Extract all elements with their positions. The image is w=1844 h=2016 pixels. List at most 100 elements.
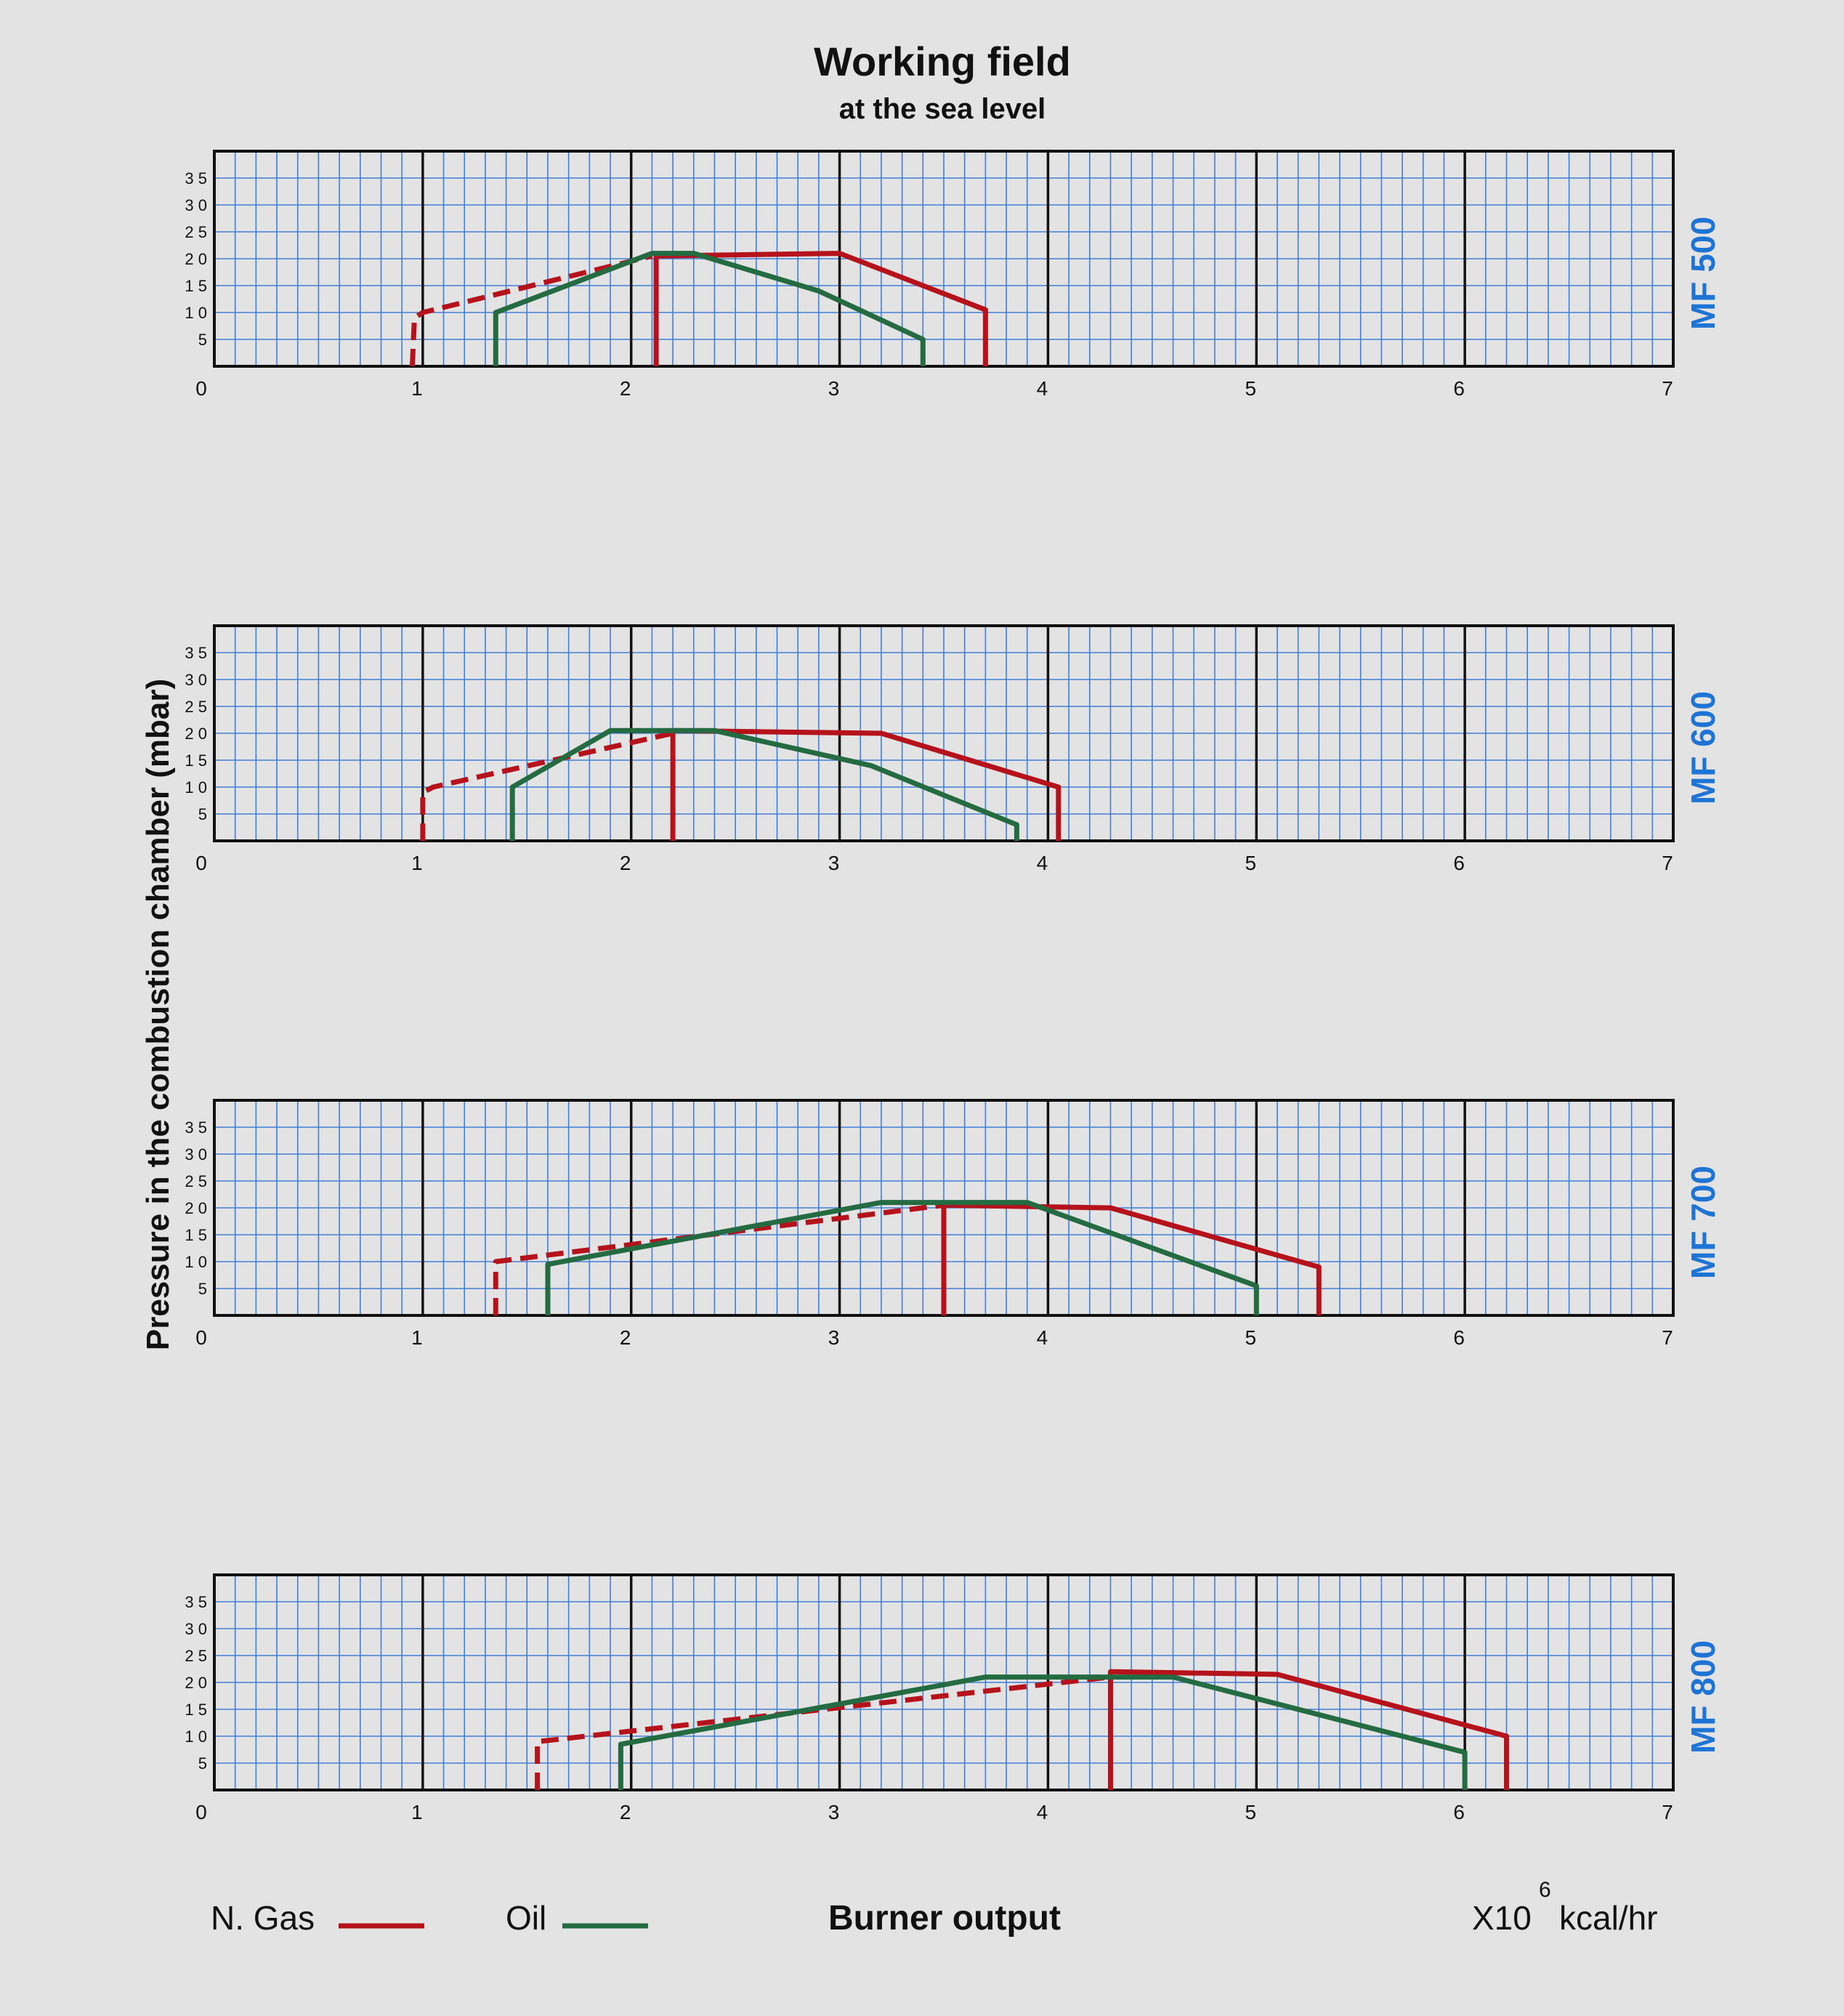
plot-frame (213, 624, 1675, 842)
chart-title: Working field (814, 39, 1071, 84)
grid (214, 151, 1673, 366)
x-axis-label: Burner output (828, 1899, 1061, 1938)
y-tick-label: 1 5 (185, 1226, 207, 1244)
gas-series-line (653, 251, 988, 366)
x-tick-label: 7 (1662, 1801, 1673, 1823)
gas-series-line (670, 727, 1061, 841)
gas-series-line (1108, 1669, 1509, 1790)
series-group (410, 251, 988, 367)
y-tick-label: 5 (198, 1280, 207, 1298)
x-tick-label: 1 (411, 852, 423, 874)
x-tick-label: 4 (1037, 1801, 1048, 1823)
gas-series-line (941, 1202, 1322, 1315)
y-tick-label: 2 5 (185, 223, 207, 241)
model-label: MF 500 (1684, 217, 1722, 330)
y-tick-label: 1 0 (185, 1253, 207, 1271)
x-tick-label: 5 (1245, 377, 1256, 400)
x-tick-label: 0 (195, 1801, 207, 1823)
series-group (535, 1669, 1509, 1790)
y-tick-label: 3 5 (185, 169, 207, 188)
x-tick-label: 2 (620, 1801, 631, 1823)
x-tick-label: 5 (1245, 1801, 1256, 1823)
y-tick-label: 1 5 (185, 751, 207, 770)
plot-frame (213, 150, 1675, 368)
x-tick-label: 4 (1037, 377, 1048, 400)
x-tick-label: 1 (411, 377, 423, 400)
x-tick-label: 7 (1662, 1326, 1673, 1349)
x-tick-label: 3 (828, 1326, 840, 1349)
y-tick-label: 3 0 (185, 671, 207, 689)
y-tick-label: 3 5 (185, 1593, 207, 1611)
y-tick-label: 3 0 (185, 196, 207, 214)
gas-series-line-dashed (420, 730, 674, 841)
y-tick-label: 2 5 (185, 698, 207, 716)
x-tick-label: 2 (620, 1326, 631, 1349)
x-tick-label: 4 (1037, 852, 1048, 874)
x-tick-label: 0 (195, 377, 207, 400)
legend: N. Gas Oil (211, 1899, 648, 1937)
grid (214, 1575, 1673, 1790)
y-tick-label: 3 0 (185, 1620, 207, 1638)
x-tick-label: 1 (411, 1326, 423, 1349)
x-tick-label: 7 (1662, 852, 1673, 874)
y-tick-label: 5 (198, 1754, 207, 1773)
x-tick-label: 0 (195, 1326, 207, 1349)
x-tick-label: 2 (620, 377, 631, 400)
x-tick-label: 3 (828, 377, 840, 400)
x-tick-label: 5 (1245, 852, 1256, 874)
gas-series-line-dashed (410, 253, 653, 367)
y-tick-label: 1 5 (185, 1701, 207, 1719)
series-group (493, 1200, 1322, 1315)
panel-mf-600: 5 1 0 1 5 2 0 2 5 3 0 3 5 0 1 2 3 4 5 6 7 MF 600 (185, 624, 1722, 874)
oil-series-line (545, 1200, 1259, 1315)
y-tick-label: 2 0 (185, 250, 207, 268)
series-group (420, 727, 1061, 841)
oil-series-line (509, 727, 1019, 841)
y-tick-label: 2 0 (185, 725, 207, 743)
y-tick-label: 3 0 (185, 1145, 207, 1164)
y-tick-label: 1 0 (185, 778, 207, 797)
plot-frame (213, 1573, 1675, 1791)
oil-series-line (618, 1674, 1468, 1790)
chart-panels: 5 1 0 1 5 2 0 2 5 3 0 3 5 0 1 2 3 4 5 6 7 MF 500 5 1 0 1 5… (185, 150, 1722, 1823)
y-tick-label: 2 5 (185, 1172, 207, 1190)
y-tick-label: 1 0 (185, 304, 207, 322)
oil-series-line (493, 251, 926, 366)
model-label: MF 600 (1684, 691, 1722, 805)
legend-label-oil: Oil (506, 1899, 546, 1937)
panel-mf-800: 5 1 0 1 5 2 0 2 5 3 0 3 5 0 1 2 3 4 5 6 7 MF 800 (185, 1573, 1722, 1823)
y-tick-label: 2 5 (185, 1647, 207, 1665)
y-tick-label: 1 5 (185, 277, 207, 295)
gas-series-line-dashed (535, 1674, 1111, 1790)
x-tick-label: 6 (1453, 1326, 1465, 1349)
x-tick-label: 2 (620, 852, 631, 874)
x-tick-label: 6 (1453, 1801, 1465, 1823)
chart-subtitle: at the sea level (839, 93, 1046, 125)
legend-label-gas: N. Gas (211, 1899, 315, 1937)
x-tick-label: 1 (411, 1801, 423, 1823)
gas-series-line-dashed (493, 1202, 945, 1315)
grid (214, 626, 1673, 841)
y-axis-label: Pressure in the combustion chamber (mbar… (140, 679, 176, 1350)
y-tick-label: 5 (198, 805, 207, 823)
x-tick-label: 6 (1453, 852, 1465, 874)
x-tick-label: 4 (1037, 1326, 1048, 1349)
x-tick-label: 6 (1453, 377, 1465, 400)
x-tick-label: 3 (828, 1801, 840, 1823)
y-tick-label: 1 0 (185, 1727, 207, 1746)
y-tick-label: 2 0 (185, 1674, 207, 1692)
x-tick-label: 3 (828, 852, 840, 874)
y-tick-label: 2 0 (185, 1199, 207, 1217)
panel-mf-700: 5 1 0 1 5 2 0 2 5 3 0 3 5 0 1 2 3 4 5 6 7 MF 700 (185, 1099, 1722, 1349)
unit-label: X10 6 kcal/hr (1472, 1878, 1657, 1937)
unit-exponent: 6 (1539, 1878, 1551, 1902)
x-tick-label: 5 (1245, 1326, 1256, 1349)
x-tick-label: 7 (1662, 377, 1673, 400)
x-tick-label: 0 (195, 852, 207, 874)
y-tick-label: 3 5 (185, 1118, 207, 1137)
unit-suffix: kcal/hr (1559, 1899, 1657, 1937)
y-tick-label: 5 (198, 331, 207, 349)
model-label: MF 800 (1684, 1640, 1722, 1754)
